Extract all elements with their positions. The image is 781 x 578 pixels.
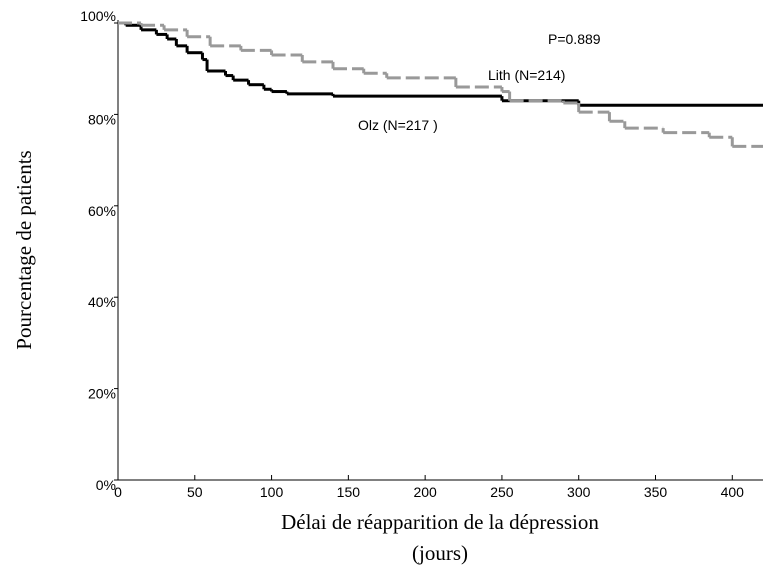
x-tick-label: 0: [114, 484, 122, 500]
x-tick-label: 200: [413, 484, 437, 500]
x-tick-label: 300: [567, 484, 591, 500]
x-tick-label: 100: [260, 484, 284, 500]
x-axis-title: (jours): [412, 541, 468, 565]
x-tick-label: 50: [187, 484, 203, 500]
y-tick-label: 80%: [88, 111, 116, 127]
y-tick-label: 100%: [80, 8, 116, 24]
x-tick-label: 150: [337, 484, 361, 500]
y-tick-label: 0%: [96, 477, 116, 493]
x-tick-label: 350: [644, 484, 668, 500]
x-axis-title: Délai de réapparition de la dépression: [281, 510, 599, 534]
series-label: Olz (N=217 ): [358, 117, 438, 133]
annotation: P=0.889: [548, 31, 601, 47]
y-tick-label: 60%: [88, 203, 116, 219]
y-tick-label: 20%: [88, 386, 116, 402]
y-axis-title: Pourcentage de patients: [12, 150, 36, 349]
series-label: Lith (N=214): [488, 67, 565, 83]
y-tick-label: 40%: [88, 294, 116, 310]
x-tick-label: 250: [490, 484, 514, 500]
x-tick-label: 400: [721, 484, 745, 500]
